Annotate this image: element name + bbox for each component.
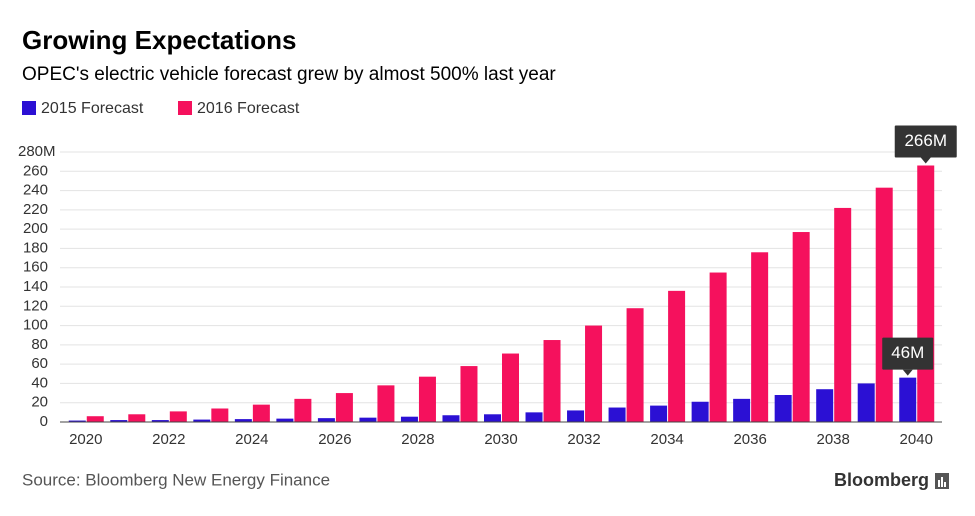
chart-subtitle: OPEC's electric vehicle forecast grew by… xyxy=(22,64,556,85)
bar xyxy=(400,416,418,422)
bar xyxy=(668,290,686,422)
y-tick-label: 220 xyxy=(23,201,48,218)
y-tick-label: 200 xyxy=(23,220,48,237)
callout-pointer xyxy=(902,369,913,376)
callout-pointer xyxy=(920,157,931,164)
bar xyxy=(650,405,668,422)
legend-swatch xyxy=(22,101,36,115)
bar xyxy=(294,398,312,422)
value-label: 46M xyxy=(891,343,924,362)
x-tick-label: 2040 xyxy=(900,431,933,448)
bar xyxy=(792,232,810,422)
bar xyxy=(834,207,852,422)
x-tick-label: 2024 xyxy=(235,431,268,448)
bar xyxy=(169,411,187,422)
bar xyxy=(442,415,460,422)
x-tick-label: 2034 xyxy=(650,431,683,448)
y-tick-label: 120 xyxy=(23,297,48,314)
x-tick-label: 2036 xyxy=(733,431,766,448)
bar xyxy=(317,418,335,422)
bar xyxy=(68,420,86,422)
legend-label: 2016 Forecast xyxy=(197,100,300,117)
bar xyxy=(626,308,644,422)
bar xyxy=(917,165,935,422)
legend-swatch xyxy=(178,101,192,115)
y-tick-label: 280M xyxy=(18,143,56,160)
bar xyxy=(211,408,229,422)
bar xyxy=(567,410,585,422)
bar xyxy=(816,389,834,422)
y-tick-label: 180 xyxy=(23,239,48,256)
bar xyxy=(709,272,727,422)
chart-title: Growing Expectations xyxy=(22,25,297,55)
y-tick-label: 40 xyxy=(31,374,48,391)
x-tick-label: 2038 xyxy=(817,431,850,448)
bar xyxy=(543,340,561,422)
bar xyxy=(502,353,519,422)
legend-label: 2015 Forecast xyxy=(41,100,144,117)
bar xyxy=(899,377,917,422)
bar xyxy=(335,393,353,422)
x-tick-label: 2032 xyxy=(567,431,600,448)
bar xyxy=(110,420,128,422)
bar xyxy=(86,416,104,422)
bar xyxy=(751,252,769,422)
value-label: 266M xyxy=(904,131,947,150)
y-tick-label: 0 xyxy=(40,413,48,430)
x-tick-label: 2022 xyxy=(152,431,185,448)
bar xyxy=(608,407,626,422)
y-tick-label: 240 xyxy=(23,182,48,199)
bar xyxy=(875,187,893,422)
bar xyxy=(774,395,792,422)
bar xyxy=(377,385,395,422)
y-tick-label: 20 xyxy=(31,394,48,411)
bar xyxy=(525,412,543,422)
brand-logo: Bloomberg xyxy=(834,470,929,490)
bar xyxy=(484,414,501,422)
bar xyxy=(460,366,478,422)
bar xyxy=(151,420,169,422)
bar xyxy=(418,376,436,422)
x-tick-label: 2020 xyxy=(69,431,102,448)
bar xyxy=(857,383,875,422)
bar xyxy=(234,419,252,422)
bar xyxy=(128,414,146,422)
y-tick-label: 100 xyxy=(23,317,48,334)
bar xyxy=(193,419,211,422)
x-tick-label: 2026 xyxy=(318,431,351,448)
callout-box xyxy=(894,125,957,158)
bar xyxy=(252,404,270,422)
y-tick-label: 60 xyxy=(31,355,48,372)
source-note: Source: Bloomberg New Energy Finance xyxy=(22,470,330,489)
bar xyxy=(359,417,377,422)
callout-box xyxy=(882,337,934,370)
y-tick-label: 80 xyxy=(31,336,48,353)
x-tick-label: 2028 xyxy=(401,431,434,448)
bar xyxy=(276,418,294,422)
y-tick-label: 260 xyxy=(23,162,48,179)
bar xyxy=(691,401,709,422)
brand-icon xyxy=(935,473,949,489)
y-tick-label: 140 xyxy=(23,278,48,295)
bar xyxy=(585,325,603,422)
y-tick-label: 160 xyxy=(23,259,48,276)
bar xyxy=(733,398,751,422)
x-tick-label: 2030 xyxy=(484,431,517,448)
